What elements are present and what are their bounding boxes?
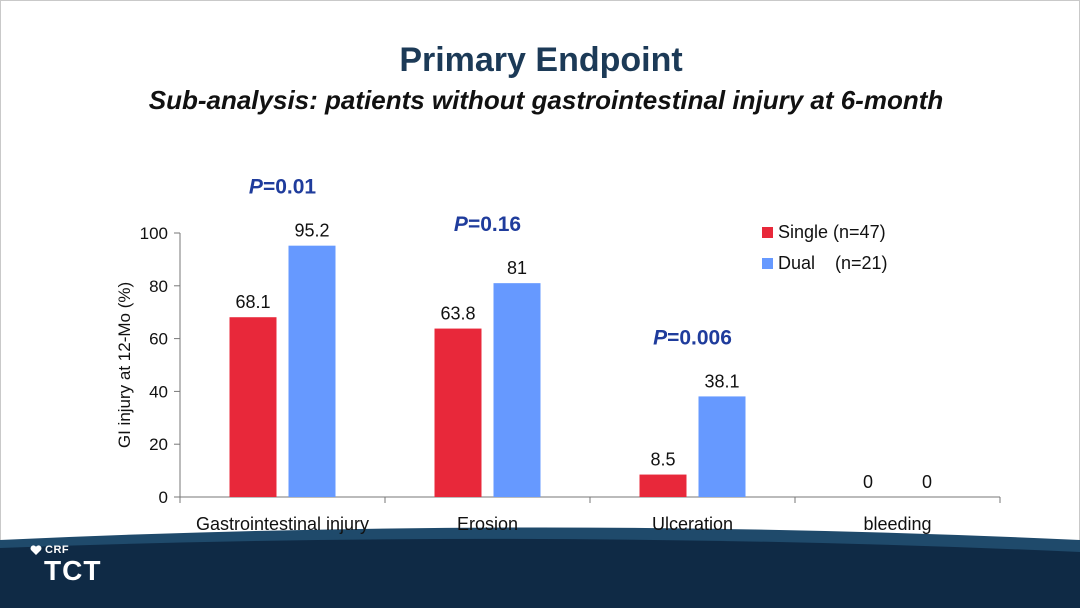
legend-swatch-dual	[762, 258, 773, 269]
bar-dual	[698, 396, 746, 497]
y-tick-label: 100	[140, 224, 168, 243]
y-tick-label: 20	[149, 435, 168, 454]
x-category-label: Erosion	[457, 514, 518, 534]
y-tick-label: 80	[149, 277, 168, 296]
data-label: 95.2	[294, 221, 329, 241]
p-value-label: P=0.16	[454, 213, 521, 236]
x-category-label: Ulceration	[652, 514, 733, 534]
p-value-number: =0.01	[263, 176, 316, 199]
p-value-number: =0.16	[468, 213, 521, 236]
data-label: 63.8	[440, 304, 475, 324]
y-tick-label: 0	[159, 488, 168, 507]
bar-single	[434, 328, 482, 497]
p-value-prefix: P	[653, 326, 668, 349]
x-category-label: bleeding	[863, 514, 931, 534]
p-value-label: P=0.006	[653, 326, 732, 349]
y-axis-title: GI injury at 12-Mo (%)	[115, 282, 134, 448]
p-value-prefix: P	[249, 176, 264, 199]
slide-title: Primary Endpoint	[399, 41, 683, 79]
slide-subtitle: Sub-analysis: patients without gastroint…	[148, 85, 944, 115]
footer-band	[0, 538, 1080, 608]
y-tick-label: 60	[149, 330, 168, 349]
x-category-label: Gastrointestinal injury	[196, 514, 369, 534]
data-label: 38.1	[704, 371, 739, 391]
bar-dual	[493, 283, 541, 497]
legend-swatch-single	[762, 227, 773, 238]
data-label: 0	[863, 472, 873, 492]
p-value-prefix: P	[454, 213, 469, 236]
data-label: 8.5	[650, 450, 675, 470]
p-value-label: P=0.01	[249, 176, 316, 199]
data-label: 0	[922, 472, 932, 492]
legend-label-dual: Dual (n=21)	[778, 253, 888, 273]
data-label: 68.1	[235, 292, 270, 312]
data-label: 81	[507, 258, 527, 278]
legend-label-single: Single (n=47)	[778, 222, 886, 242]
bar-single	[229, 317, 277, 497]
bar-dual	[288, 245, 336, 497]
y-tick-label: 40	[149, 382, 168, 401]
p-value-number: =0.006	[667, 326, 732, 349]
bar-single	[639, 474, 687, 497]
